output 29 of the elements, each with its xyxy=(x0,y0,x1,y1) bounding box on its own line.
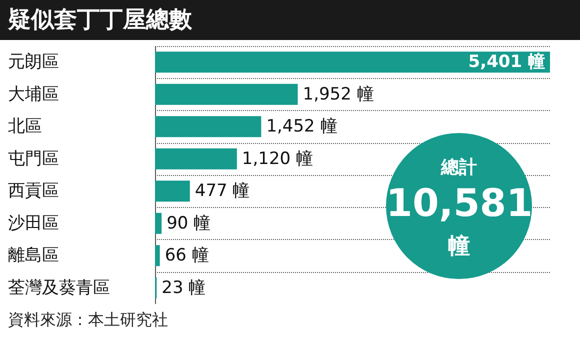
data-label: 66 幢 xyxy=(164,246,209,266)
bar xyxy=(155,212,162,234)
y-tick-label: 西貢區 xyxy=(8,181,59,202)
y-tick-label: 北區 xyxy=(8,116,42,137)
chart-title: 疑似套丁丁屋總數 xyxy=(0,0,580,40)
bar xyxy=(155,180,190,202)
data-label: 1,952 幢 xyxy=(302,84,374,104)
y-tick-label: 大埔區 xyxy=(8,84,59,104)
annotation: 總計 xyxy=(440,156,478,179)
annotation: 10,581 xyxy=(386,181,533,225)
data-label: 477 幢 xyxy=(194,181,250,202)
bar xyxy=(155,245,160,266)
y-tick-label: 元朗區 xyxy=(8,52,59,72)
y-tick-label: 離島區 xyxy=(8,246,59,266)
data-label: 1,452 幢 xyxy=(266,116,338,137)
data-label: 90 幢 xyxy=(166,213,211,234)
y-tick-label: 沙田區 xyxy=(8,213,59,234)
y-tick-label: 荃灣及葵青區 xyxy=(8,278,110,298)
bar xyxy=(155,116,262,138)
data-label: 23 幢 xyxy=(162,278,206,298)
bar xyxy=(155,84,298,105)
data-label: 5,401 幢 xyxy=(468,52,545,72)
annotation: 幢 xyxy=(447,233,471,261)
circle-badge: 總計 10,581 幢 xyxy=(386,133,532,279)
source-note: 資料來源：本土研究社 xyxy=(8,310,168,331)
bar xyxy=(155,148,237,170)
y-tick-label: 屯門區 xyxy=(8,148,59,169)
bar xyxy=(155,52,550,73)
data-label: 1,120 幢 xyxy=(242,148,313,169)
